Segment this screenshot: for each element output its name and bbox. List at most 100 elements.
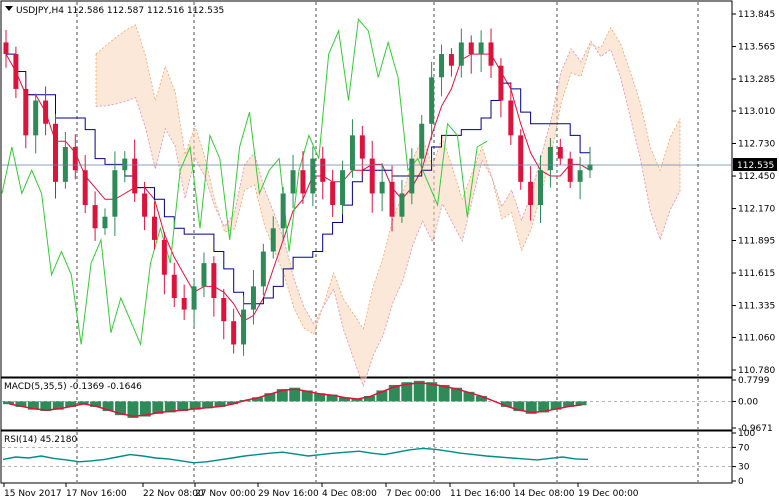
- macd-bar: [227, 401, 238, 405]
- candle-body: [151, 216, 157, 240]
- candle-body: [389, 181, 395, 217]
- macd-bar: [500, 401, 512, 407]
- rsi-tick-label: 30: [738, 463, 750, 473]
- macd-tick-label: 0.7799: [738, 376, 770, 386]
- macd-bar: [438, 384, 450, 402]
- candle-body: [320, 158, 326, 182]
- macd-bar: [152, 401, 164, 414]
- dropdown-triangle-icon[interactable]: [5, 6, 13, 11]
- macd-bar: [202, 401, 214, 409]
- candle-body: [419, 123, 425, 159]
- macd-bar: [40, 401, 52, 412]
- candle-body: [231, 321, 237, 345]
- candle-body: [142, 193, 148, 217]
- macd-bar: [251, 397, 263, 402]
- macd-bar: [264, 393, 276, 402]
- macd-tick-label: -0.9671: [738, 424, 773, 434]
- candle-body: [82, 170, 88, 206]
- macd-bar: [3, 401, 14, 405]
- macd-bar: [413, 380, 425, 402]
- macd-bar: [513, 401, 525, 412]
- candle-body: [23, 88, 29, 136]
- macd-bar: [563, 401, 575, 407]
- macd-bar: [451, 387, 463, 402]
- macd-bar: [525, 401, 537, 414]
- candle-body: [538, 170, 544, 206]
- macd-tick-label: 0.00: [738, 397, 758, 407]
- macd-bar: [127, 401, 139, 418]
- candle-body: [310, 158, 316, 194]
- macd-bar: [363, 395, 375, 402]
- macd-bar: [376, 390, 388, 402]
- price-tick-label: 110.780: [738, 366, 775, 376]
- rsi-tick-label: 100: [738, 429, 755, 439]
- price-tick-label: 112.730: [738, 140, 775, 150]
- candle-body: [478, 42, 484, 55]
- macd-bar: [139, 401, 151, 417]
- rsi-series-line: [2, 447, 589, 464]
- candle-body: [132, 158, 138, 194]
- candle-body: [181, 297, 187, 310]
- candle-body: [577, 170, 583, 182]
- macd-bar: [214, 401, 226, 407]
- candle-body: [122, 158, 128, 171]
- candle-body: [518, 135, 524, 182]
- candle-body: [379, 181, 385, 194]
- candle-body: [330, 181, 336, 206]
- candle-body: [399, 193, 405, 217]
- candle-body: [43, 100, 49, 124]
- candle-body: [221, 297, 227, 322]
- time-tick-label: 15 Nov 2017: [4, 489, 62, 499]
- candle-body: [241, 309, 247, 345]
- candle-body: [508, 100, 514, 136]
- macd-bar: [538, 401, 550, 413]
- macd-bar: [27, 401, 39, 410]
- rsi-panel: [0, 430, 733, 484]
- candle-body: [62, 146, 68, 182]
- time-tick-label: 11 Dec 16:00: [450, 489, 511, 499]
- macd-bar: [401, 382, 413, 402]
- candle-body: [359, 135, 365, 159]
- macd-bar: [475, 395, 487, 402]
- candle-body: [191, 286, 197, 310]
- price-tick-label: 113.010: [738, 107, 775, 117]
- candle-body: [250, 286, 256, 310]
- candles: [3, 28, 593, 356]
- time-tick-label: 17 Nov 16:00: [66, 489, 127, 499]
- time-tick-label: 4 Dec 08:00: [322, 489, 377, 499]
- candle-body: [72, 146, 78, 171]
- price-tick-label: 113.845: [738, 10, 775, 20]
- price-tick-label: 113.285: [738, 75, 775, 85]
- time-tick-label: 29 Nov 16:00: [258, 489, 319, 499]
- chikou-line: [1, 18, 488, 347]
- candle-body: [33, 100, 39, 136]
- candle-body: [270, 228, 276, 252]
- candle-body: [349, 135, 355, 171]
- macd-bar: [301, 390, 313, 402]
- candle-body: [52, 123, 58, 182]
- price-tick-label: 111.335: [738, 302, 775, 312]
- candle-body: [409, 158, 415, 194]
- macd-bar: [189, 401, 201, 410]
- macd-bar: [15, 401, 27, 407]
- current-price-badge: [733, 158, 777, 171]
- candle-body: [161, 239, 167, 275]
- candle-body: [171, 274, 177, 298]
- candle-body: [369, 158, 375, 194]
- macd-bar: [388, 384, 400, 402]
- price-axis: 113.845 113.565 113.285 113.010 112.730 112.4…: [732, 10, 775, 487]
- macd-bar: [177, 401, 189, 412]
- macd-bar: [339, 397, 351, 402]
- macd-bar: [463, 391, 475, 402]
- candle-body: [448, 54, 454, 66]
- candle-body: [458, 42, 464, 66]
- macd-bar: [65, 401, 77, 407]
- candle-body: [290, 170, 296, 194]
- candle-body: [201, 263, 207, 287]
- candle-body: [567, 158, 573, 182]
- macd-bar: [289, 387, 301, 402]
- candle-body: [280, 193, 286, 229]
- macd-bar: [164, 401, 176, 413]
